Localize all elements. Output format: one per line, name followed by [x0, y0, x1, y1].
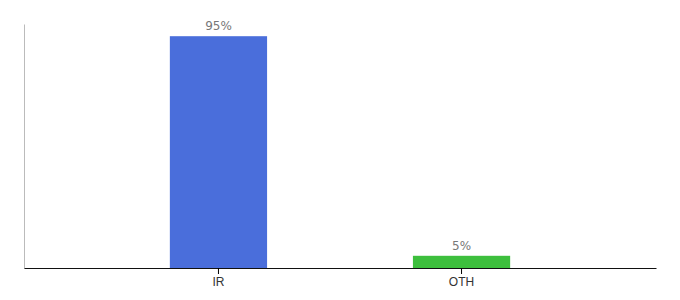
y-axis [24, 25, 25, 269]
bars [170, 36, 510, 268]
x-tick-mark [218, 268, 219, 274]
chart: 95% 5% IR OTH [0, 0, 680, 300]
x-axis: IR OTH [25, 268, 657, 289]
bar [413, 256, 510, 268]
x-tick: IR [212, 268, 224, 289]
x-tick-label: IR [212, 275, 224, 289]
x-tick: OTH [449, 268, 474, 289]
x-axis-line [25, 268, 657, 269]
data-label: 5% [452, 239, 471, 253]
data-labels: 95% 5% [205, 19, 471, 253]
data-label: 95% [205, 19, 232, 33]
x-tick-label: OTH [449, 275, 474, 289]
x-tick-mark [461, 268, 462, 274]
y-axis-line [24, 25, 25, 269]
bar [170, 36, 267, 268]
